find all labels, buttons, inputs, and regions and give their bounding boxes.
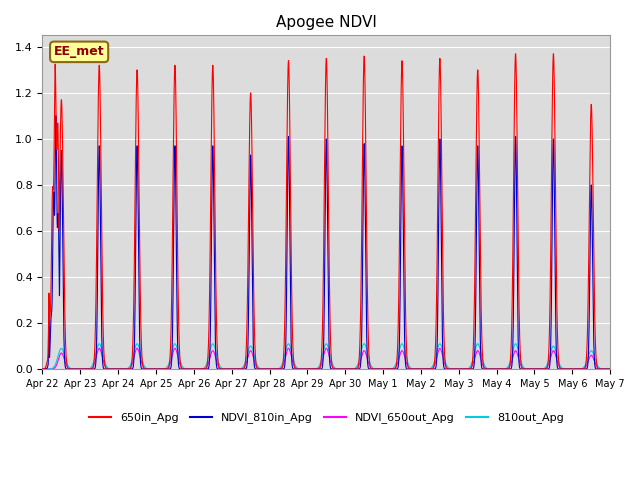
- Text: EE_met: EE_met: [54, 45, 104, 59]
- Legend: 650in_Apg, NDVI_810in_Apg, NDVI_650out_Apg, 810out_Apg: 650in_Apg, NDVI_810in_Apg, NDVI_650out_A…: [84, 408, 568, 428]
- Title: Apogee NDVI: Apogee NDVI: [276, 15, 377, 30]
